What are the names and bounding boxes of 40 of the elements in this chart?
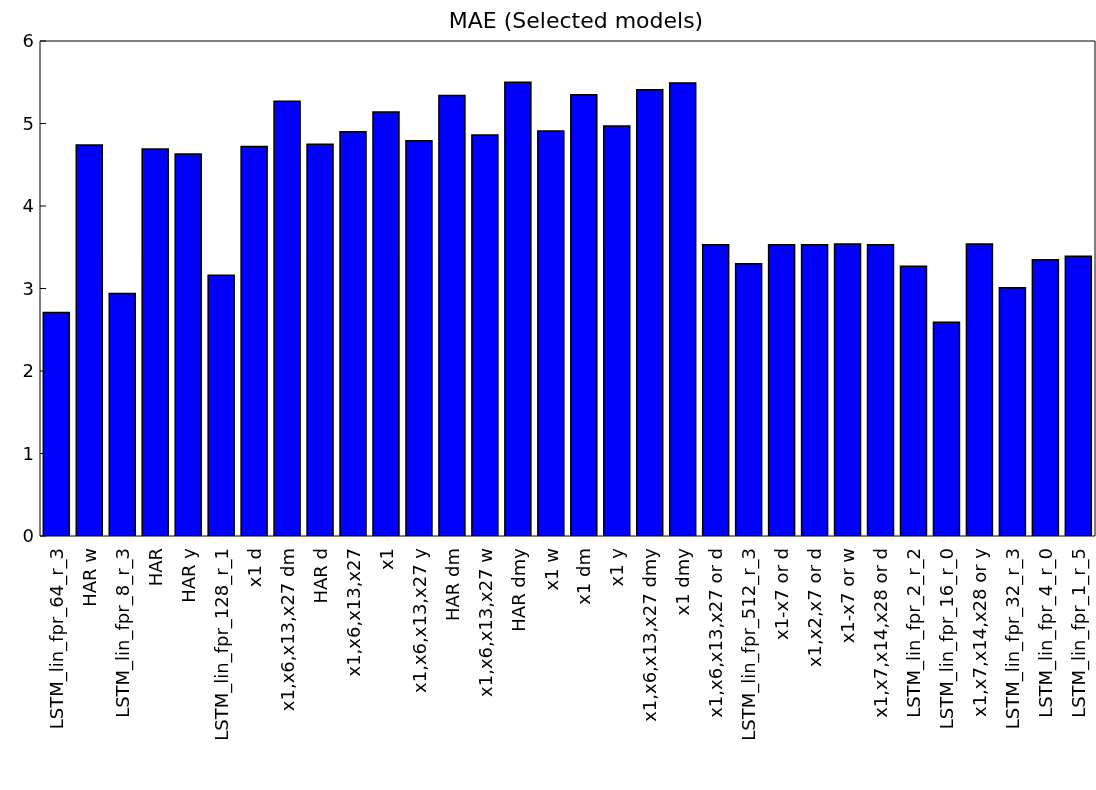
x-tick-label: LSTM_lin_fpr_16_r_0 [936, 548, 959, 730]
x-tick-label: HAR d [309, 548, 331, 604]
x-tick-label: x1 [375, 548, 397, 571]
x-tick-label: x1 y [606, 547, 628, 587]
x-tick-label: LSTM_lin_fpr_2_r_2 [903, 548, 926, 718]
x-tick-label: x1 w [540, 548, 562, 591]
x-tick-label: LSTM_lin_fpr_64_r_3 [45, 548, 68, 730]
y-tick-label: 5 [22, 112, 34, 134]
x-tick-label: x1 dmy [672, 547, 694, 616]
x-tick-label: x1 dm [573, 548, 595, 605]
x-tick-label: x1-x7 or d [771, 548, 793, 640]
x-tick-label: x1,x7,x14,x28 or y [969, 547, 991, 717]
x-tick-label: LSTM_lin_fpr_8_r_3 [111, 548, 134, 718]
x-tick-label: x1-x7 or w [837, 548, 859, 644]
chart-title: MAE (Selected models) [448, 8, 704, 33]
y-tick-label: 1 [22, 442, 34, 464]
x-tick-label: x1,x7,x14,x28 or d [870, 548, 892, 718]
x-tick-label: x1,x6,x13,x27 or d [705, 548, 727, 718]
y-tick-label: 0 [22, 525, 34, 547]
x-tick-label: x1,x6,x13,x27 w [474, 548, 496, 697]
y-tick-label: 2 [22, 360, 34, 382]
x-tick-label: HAR y [177, 547, 199, 603]
x-tick-label: x1,x6,x13,x27 dmy [639, 547, 661, 722]
x-tick-label: HAR dmy [507, 547, 529, 632]
y-tick-label: 3 [22, 277, 34, 299]
x-tick-label: x1,x6,x13,x27 y [408, 547, 430, 693]
x-tick-label: x1,x6,x13,x27 [342, 548, 364, 677]
x-tick-label: LSTM_lin_fpr_512_r_3 [738, 548, 761, 741]
y-tick-label: 6 [22, 30, 34, 52]
x-tick-label: x1,x2,x7 or d [804, 548, 826, 668]
x-tick-label: HAR w [78, 548, 100, 607]
x-tick-label: HAR [144, 548, 166, 587]
x-tick-label: LSTM_lin_fpr_128_r_1 [210, 548, 233, 741]
x-tick-label: LSTM_lin_fpr_4_r_0 [1035, 548, 1058, 718]
x-tick-label: LSTM_lin_fpr_32_r_3 [1002, 548, 1025, 730]
y-tick-label: 4 [22, 195, 34, 217]
x-tick-label: x1 d [243, 548, 265, 588]
x-tick-label: HAR dm [441, 548, 463, 622]
x-tick-label: x1,x6,x13,x27 dm [276, 548, 298, 712]
x-tick-label: LSTM_lin_fpr_1_r_5 [1068, 548, 1091, 718]
